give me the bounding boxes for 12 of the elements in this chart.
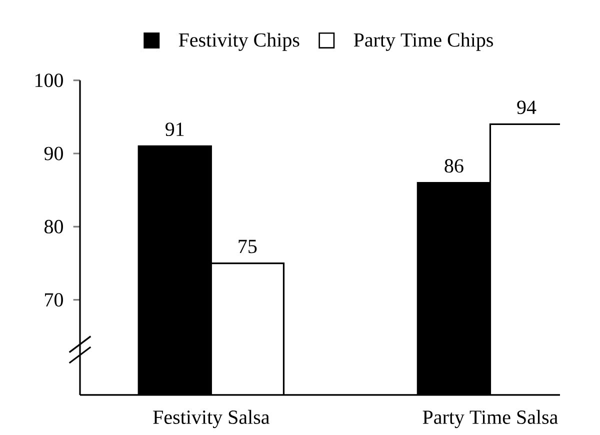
y-tick-label: 100 xyxy=(35,74,63,88)
x-tick-label: Party Time Salsa xyxy=(422,410,558,428)
legend-label: Party Time Chips xyxy=(354,32,493,51)
y-tick-label: 70 xyxy=(45,293,63,307)
y-tick-label: 80 xyxy=(44,220,63,234)
y-tick-label: 90 xyxy=(44,146,63,160)
data-label: 94 xyxy=(517,100,536,114)
data-label: 91 xyxy=(166,122,184,136)
x-tick-label: Festivity Salsa xyxy=(153,410,270,428)
data-label: 86 xyxy=(444,159,464,173)
legend-label: Festivity Chips xyxy=(178,32,300,51)
data-label: 75 xyxy=(238,240,257,254)
